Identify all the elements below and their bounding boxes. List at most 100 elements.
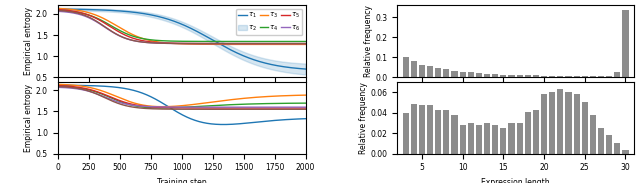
$\tau_6$ xyxy=(258,42,266,45)
Bar xyxy=(573,76,580,77)
Bar xyxy=(451,115,458,154)
Line: $\tau_4$: $\tau_4$ xyxy=(58,10,305,44)
Bar xyxy=(460,125,466,154)
Bar xyxy=(582,76,588,77)
$\tau_1$ xyxy=(76,8,83,10)
Bar xyxy=(557,76,563,77)
Line: $\tau_5$: $\tau_5$ xyxy=(58,11,305,44)
$\tau_2$ xyxy=(146,39,154,42)
$\tau_1$ xyxy=(67,8,75,10)
Bar xyxy=(541,76,547,77)
X-axis label: Expression length: Expression length xyxy=(481,178,550,183)
Bar xyxy=(516,123,523,154)
$\tau_5$ xyxy=(301,42,309,45)
$\tau_1$ xyxy=(258,61,266,63)
Bar xyxy=(623,150,628,154)
$\tau_5$ xyxy=(258,42,266,45)
$\tau_2$ xyxy=(301,43,309,46)
Y-axis label: Relative frequency: Relative frequency xyxy=(364,5,373,77)
$\tau_4$ xyxy=(67,10,75,12)
Bar xyxy=(525,75,531,77)
$\tau_2$ xyxy=(60,8,67,10)
$\tau_1$ xyxy=(60,8,67,10)
Bar xyxy=(492,125,499,154)
$\tau_6$ xyxy=(301,42,309,45)
Bar xyxy=(557,89,563,154)
$\tau_5$ xyxy=(67,12,75,14)
$\tau_3$ xyxy=(258,40,266,43)
Bar xyxy=(411,61,417,77)
$\tau_4$ xyxy=(60,9,67,11)
Bar xyxy=(427,105,433,154)
Bar xyxy=(476,125,482,154)
Bar xyxy=(476,73,482,77)
Bar xyxy=(533,109,539,154)
$\tau_3$ xyxy=(301,40,309,43)
Bar xyxy=(582,102,588,154)
Bar xyxy=(590,115,596,154)
Bar xyxy=(533,75,539,77)
$\tau_3$ xyxy=(76,12,83,14)
Bar xyxy=(573,94,580,154)
$\tau_1$ xyxy=(203,36,211,38)
Bar xyxy=(484,123,490,154)
$\tau_1$ xyxy=(301,68,309,70)
$\tau_6$ xyxy=(60,10,67,12)
$\tau_1$ xyxy=(146,14,154,16)
$\tau_4$ xyxy=(258,42,266,45)
Bar xyxy=(549,92,556,154)
$\tau_4$ xyxy=(54,9,61,11)
$\tau_4$ xyxy=(76,11,83,14)
Bar xyxy=(444,69,449,77)
Bar xyxy=(435,68,441,77)
Bar xyxy=(419,105,425,154)
$\tau_3$ xyxy=(60,10,67,12)
Bar xyxy=(614,72,620,77)
$\tau_5$ xyxy=(146,42,154,44)
Bar xyxy=(451,71,458,77)
Line: $\tau_6$: $\tau_6$ xyxy=(58,10,305,44)
Line: $\tau_2$: $\tau_2$ xyxy=(58,8,305,44)
Bar xyxy=(419,65,425,77)
Bar xyxy=(427,66,433,77)
$\tau_4$ xyxy=(146,41,154,43)
Bar xyxy=(468,72,474,77)
Y-axis label: Relative frequency: Relative frequency xyxy=(359,82,368,154)
$\tau_4$ xyxy=(203,42,211,45)
$\tau_2$ xyxy=(67,8,75,10)
Line: $\tau_3$: $\tau_3$ xyxy=(58,10,305,42)
$\tau_3$ xyxy=(146,39,154,41)
$\tau_6$ xyxy=(67,11,75,13)
Bar xyxy=(623,10,628,77)
X-axis label: Training step: Training step xyxy=(157,178,206,183)
Bar xyxy=(444,109,449,154)
$\tau_5$ xyxy=(203,42,211,45)
Bar xyxy=(508,123,515,154)
Y-axis label: Empirical entropy: Empirical entropy xyxy=(24,84,33,152)
Bar xyxy=(492,74,499,77)
Bar xyxy=(598,128,604,154)
Bar xyxy=(590,76,596,77)
Bar xyxy=(525,112,531,154)
Bar xyxy=(403,57,409,77)
$\tau_6$ xyxy=(146,42,154,44)
$\tau_1$ xyxy=(54,8,61,10)
Legend: $\tau_1$, $\tau_2$, $\tau_3$, $\tau_4$, $\tau_5$, $\tau_6$: $\tau_1$, $\tau_2$, $\tau_3$, $\tau_4$, … xyxy=(236,9,302,35)
$\tau_5$ xyxy=(76,13,83,16)
$\tau_5$ xyxy=(54,10,61,12)
Bar xyxy=(460,72,466,77)
Bar xyxy=(403,113,409,154)
Bar xyxy=(565,76,572,77)
Bar xyxy=(614,143,620,154)
Bar xyxy=(606,76,612,77)
$\tau_5$ xyxy=(60,11,67,13)
$\tau_2$ xyxy=(54,7,61,10)
$\tau_6$ xyxy=(203,42,211,45)
Line: $\tau_1$: $\tau_1$ xyxy=(58,9,305,69)
Bar xyxy=(468,123,474,154)
$\tau_2$ xyxy=(203,43,211,45)
Bar xyxy=(606,135,612,154)
Bar xyxy=(565,92,572,154)
Bar xyxy=(411,104,417,154)
Bar xyxy=(508,75,515,77)
